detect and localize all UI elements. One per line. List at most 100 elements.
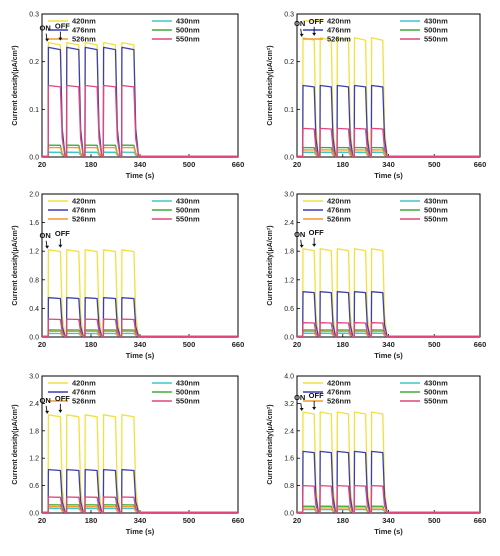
x-tick-label: 180 bbox=[85, 160, 98, 169]
legend-label: 500nm bbox=[424, 206, 448, 215]
off-arrowhead bbox=[312, 32, 317, 36]
x-tick-label: 500 bbox=[183, 340, 196, 349]
x-tick-label: 20 bbox=[293, 516, 301, 525]
legend-label: 526nm bbox=[72, 35, 96, 44]
legend-label: 420nm bbox=[72, 197, 96, 206]
x-tick-label: 660 bbox=[232, 340, 245, 349]
x-tick-label: 340 bbox=[382, 340, 395, 349]
y-axis-label: Current density(μA/cm²) bbox=[12, 45, 19, 125]
off-arrowhead bbox=[312, 406, 317, 410]
on-annotation: ON bbox=[40, 231, 51, 240]
legend-label: 526nm bbox=[72, 215, 96, 224]
legend-label: 476nm bbox=[327, 26, 351, 35]
y-tick-label: 0.3 bbox=[29, 12, 39, 19]
x-tick-label: 20 bbox=[38, 516, 46, 525]
y-axis-label: Current density(μA/cm²) bbox=[267, 225, 274, 305]
x-axis-label: Time (s) bbox=[126, 527, 155, 536]
legend-label: 550nm bbox=[424, 35, 448, 44]
series-line-420nm bbox=[297, 411, 480, 513]
plot-frame bbox=[296, 375, 481, 514]
x-tick-label: 180 bbox=[85, 340, 98, 349]
y-tick-label: 0.6 bbox=[284, 306, 294, 313]
y-tick-label: 1.2 bbox=[29, 456, 39, 463]
legend-label: 526nm bbox=[327, 397, 351, 406]
x-tick-label: 180 bbox=[336, 340, 349, 349]
on-annotation: ON bbox=[40, 396, 51, 405]
legend-label: 430nm bbox=[176, 17, 200, 26]
y-tick-label: 0.6 bbox=[29, 483, 39, 490]
y-tick-label: 3.2 bbox=[284, 401, 294, 408]
x-tick-label: 20 bbox=[38, 160, 46, 169]
on-annotation: ON bbox=[40, 24, 51, 33]
off-arrowhead bbox=[58, 409, 63, 413]
y-tick-label: 2.4 bbox=[284, 220, 294, 227]
y-tick-label: 1.8 bbox=[29, 428, 39, 435]
x-tick-label: 660 bbox=[232, 160, 245, 169]
x-tick-label: 500 bbox=[183, 160, 196, 169]
x-axis-label: Time (s) bbox=[126, 351, 155, 360]
x-tick-label: 340 bbox=[382, 516, 395, 525]
legend-label: 476nm bbox=[72, 206, 96, 215]
on-annotation: ON bbox=[294, 393, 305, 402]
x-axis-label: Time (s) bbox=[126, 171, 155, 180]
series-line-550nm bbox=[297, 127, 480, 157]
y-axis-label: Current density(μA/cm²) bbox=[12, 404, 19, 484]
legend-label: 420nm bbox=[72, 379, 96, 388]
y-tick-label: 0.8 bbox=[284, 483, 294, 490]
off-arrowhead bbox=[312, 243, 317, 247]
x-tick-label: 500 bbox=[428, 340, 441, 349]
on-arrowhead bbox=[299, 407, 304, 411]
y-axis-label: Current density(μA/cm²) bbox=[12, 225, 19, 305]
series-line-476nm bbox=[297, 84, 480, 157]
y-tick-label: 3.0 bbox=[284, 192, 294, 199]
on-annotation: ON bbox=[294, 230, 305, 239]
x-tick-label: 180 bbox=[336, 516, 349, 525]
x-tick-label: 340 bbox=[382, 160, 395, 169]
chart-panel-4: 0.0 0.6 1.2 1.8 2.4 3.0 20 180 340 500 660 Time (s)… bbox=[267, 192, 486, 361]
x-tick-label: 660 bbox=[474, 160, 487, 169]
legend-label: 550nm bbox=[424, 215, 448, 224]
x-tick-label: 20 bbox=[293, 160, 301, 169]
y-tick-label: 1.2 bbox=[284, 277, 294, 284]
legend-label: 500nm bbox=[176, 206, 200, 215]
series-line-550nm bbox=[42, 318, 238, 337]
off-annotation: OFF bbox=[309, 228, 324, 237]
legend-label: 476nm bbox=[72, 26, 96, 35]
series-line-550nm bbox=[42, 496, 238, 513]
legend-label: 500nm bbox=[176, 26, 200, 35]
off-arrowhead bbox=[58, 37, 63, 41]
x-tick-label: 660 bbox=[232, 516, 245, 525]
legend-label: 430nm bbox=[424, 197, 448, 206]
legend-label: 550nm bbox=[176, 397, 200, 406]
off-annotation: OFF bbox=[309, 391, 324, 400]
x-tick-label: 500 bbox=[428, 516, 441, 525]
series-line-550nm bbox=[42, 84, 238, 157]
x-axis-label: Time (s) bbox=[374, 171, 403, 180]
series-line-420nm bbox=[297, 37, 480, 157]
y-tick-label: 3.0 bbox=[29, 374, 39, 381]
series-line-476nm bbox=[42, 46, 238, 157]
on-arrowhead bbox=[45, 245, 50, 249]
legend-label: 430nm bbox=[424, 379, 448, 388]
on-arrowhead bbox=[299, 244, 304, 248]
x-axis-label: Time (s) bbox=[374, 351, 403, 360]
legend-label: 430nm bbox=[176, 379, 200, 388]
y-tick-label: 0.0 bbox=[284, 335, 294, 342]
plot-frame bbox=[296, 193, 481, 338]
legend-label: 430nm bbox=[424, 17, 448, 26]
x-tick-label: 180 bbox=[336, 160, 349, 169]
y-tick-label: 0.0 bbox=[29, 155, 39, 162]
chart-panel-6: 0.0 0.8 1.6 2.4 3.2 4.0 20 180 340 500 660 Time (s)… bbox=[267, 374, 486, 537]
legend-label: 420nm bbox=[72, 17, 96, 26]
legend-label: 420nm bbox=[327, 379, 351, 388]
y-tick-label: 1.6 bbox=[29, 220, 39, 227]
series-line-476nm bbox=[42, 297, 238, 337]
y-tick-label: 4.0 bbox=[284, 374, 294, 381]
y-tick-label: 1.6 bbox=[284, 456, 294, 463]
y-tick-label: 0.1 bbox=[29, 107, 39, 114]
y-tick-label: 0.0 bbox=[29, 511, 39, 518]
legend-label: 550nm bbox=[424, 397, 448, 406]
series-line-476nm bbox=[42, 468, 238, 513]
y-tick-label: 0.0 bbox=[284, 155, 294, 162]
x-tick-label: 660 bbox=[474, 340, 487, 349]
